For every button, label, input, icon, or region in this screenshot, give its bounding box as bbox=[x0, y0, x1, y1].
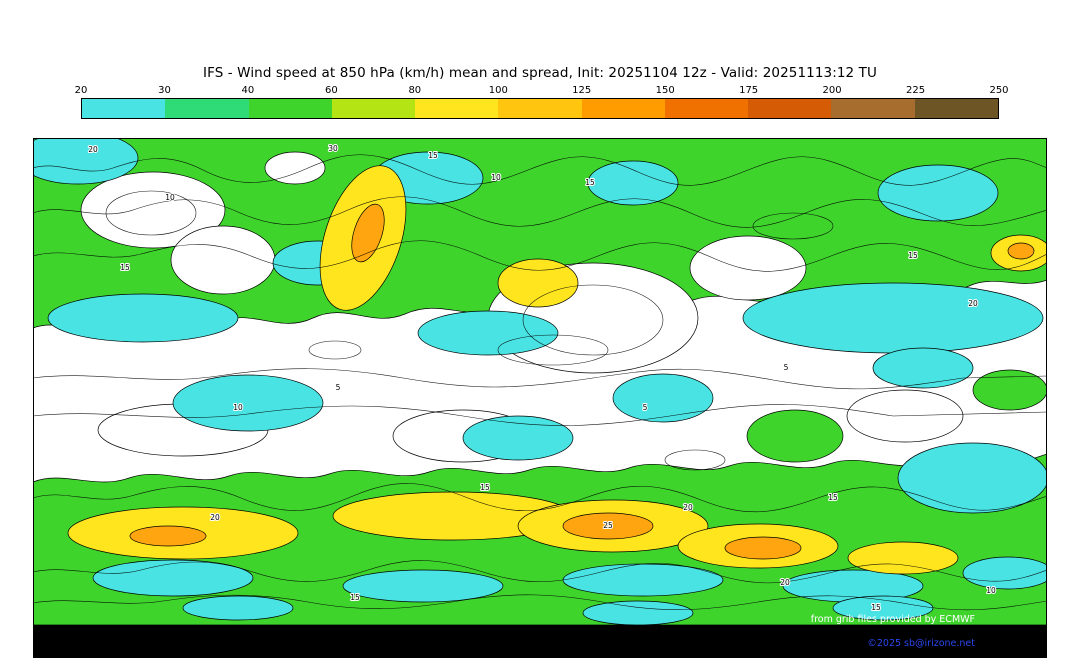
contour-label: 15 bbox=[120, 263, 130, 272]
cyan-regions-layer bbox=[33, 138, 1047, 626]
contour-label: 20 bbox=[968, 299, 978, 308]
contour-label: 5 bbox=[784, 363, 789, 372]
colorbar-tick: 60 bbox=[324, 85, 338, 96]
contour-label: 15 bbox=[871, 603, 881, 612]
contour-label: 15 bbox=[428, 151, 438, 160]
contour-label: 10 bbox=[986, 586, 996, 595]
contour-label: 20 bbox=[210, 513, 220, 522]
contour-label: 15 bbox=[585, 178, 595, 187]
colorbar-bar bbox=[81, 98, 999, 119]
colorbar-tick: 250 bbox=[989, 85, 1009, 96]
colorbar-ticks: 20 30 40 60 80 100 125 150 175 200 225 250 bbox=[75, 85, 1009, 98]
colorbar-tick: 125 bbox=[572, 85, 592, 96]
colorbar-segment bbox=[581, 99, 665, 118]
contour-labels-layer: 20 30 15 10 15 10 15 15 20 5 5 10 5 15 2… bbox=[87, 143, 997, 613]
copyright-text: ©2025 sb@irizone.net bbox=[867, 638, 975, 649]
contour-label: 5 bbox=[643, 403, 648, 412]
colorbar-tick: 200 bbox=[822, 85, 842, 96]
colorbar-tick: 40 bbox=[241, 85, 255, 96]
contour-label: 15 bbox=[828, 493, 838, 502]
chart-title: IFS - Wind speed at 850 hPa (km/h) mean … bbox=[203, 65, 877, 81]
footer-bar bbox=[33, 625, 1047, 658]
contour-label: 5 bbox=[336, 383, 341, 392]
colorbar-segment bbox=[914, 99, 998, 118]
orange-regions-layer bbox=[129, 203, 1035, 560]
colorbar-tick: 80 bbox=[408, 85, 422, 96]
contour-label: 15 bbox=[350, 593, 360, 602]
colorbar-segment bbox=[331, 99, 416, 118]
colorbar-tick: 225 bbox=[905, 85, 926, 96]
colorbar-tick: 30 bbox=[158, 85, 171, 96]
contour-label: 25 bbox=[603, 521, 613, 530]
colorbar-segment bbox=[748, 99, 832, 118]
colorbar-segment bbox=[664, 99, 749, 118]
colorbar-segment bbox=[248, 99, 332, 118]
colorbar-tick: 150 bbox=[655, 85, 675, 96]
contour-label: 15 bbox=[908, 251, 918, 260]
contour-label: 20 bbox=[88, 145, 98, 154]
attribution-text: from grib files provided by ECMWF bbox=[811, 614, 975, 625]
colorbar-tick: 20 bbox=[74, 85, 88, 96]
contour-label: 30 bbox=[328, 144, 338, 153]
colorbar-segment bbox=[82, 99, 166, 118]
colorbar-segment bbox=[831, 99, 915, 118]
colorbar-segment bbox=[165, 99, 249, 118]
colorbar-tick: 100 bbox=[488, 85, 508, 96]
colorbar-segment bbox=[415, 99, 499, 118]
world-wind-map: 20 30 15 10 15 10 15 15 20 5 5 10 5 15 2… bbox=[33, 138, 1047, 658]
contour-label: 10 bbox=[165, 193, 175, 202]
contour-label: 10 bbox=[233, 403, 243, 412]
contour-label: 15 bbox=[480, 483, 490, 492]
contour-label: 10 bbox=[491, 173, 501, 182]
contour-label: 20 bbox=[683, 503, 693, 512]
colorbar-tick: 175 bbox=[739, 85, 759, 96]
colorbar-segment bbox=[498, 99, 582, 118]
contour-label: 20 bbox=[780, 578, 790, 587]
colorbar: 20 30 40 60 80 100 125 150 175 200 225 250 bbox=[75, 85, 1009, 119]
contour-lines-layer bbox=[33, 154, 1047, 611]
